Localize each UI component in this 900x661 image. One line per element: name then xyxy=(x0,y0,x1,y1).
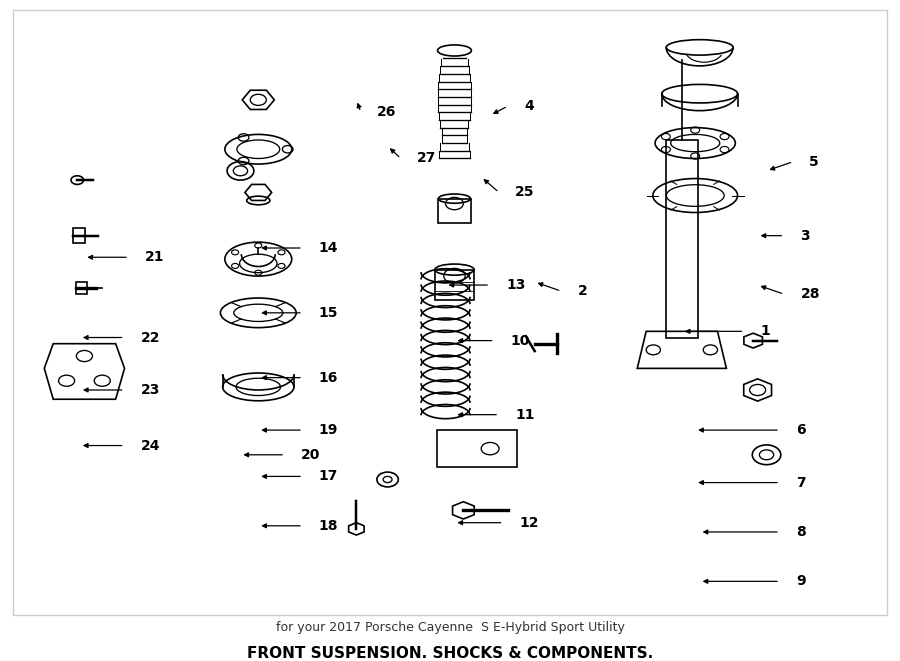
Text: 11: 11 xyxy=(515,408,535,422)
Text: 12: 12 xyxy=(519,516,539,529)
Text: 16: 16 xyxy=(319,371,338,385)
Text: 27: 27 xyxy=(417,151,436,165)
Text: 21: 21 xyxy=(145,251,165,264)
Text: 15: 15 xyxy=(319,306,338,320)
Text: 3: 3 xyxy=(800,229,810,243)
Bar xyxy=(435,270,474,301)
Text: 10: 10 xyxy=(510,334,530,348)
Bar xyxy=(666,140,698,338)
Text: 9: 9 xyxy=(796,574,806,588)
Text: 20: 20 xyxy=(302,447,320,462)
Text: 13: 13 xyxy=(506,278,526,292)
Text: 17: 17 xyxy=(319,469,338,483)
Text: 14: 14 xyxy=(319,241,338,255)
Text: 22: 22 xyxy=(140,330,160,344)
Text: 6: 6 xyxy=(796,423,806,437)
Text: 25: 25 xyxy=(515,186,535,200)
Bar xyxy=(436,430,517,467)
Text: 23: 23 xyxy=(140,383,160,397)
Text: 2: 2 xyxy=(578,284,588,298)
Text: 7: 7 xyxy=(796,475,806,490)
Text: 1: 1 xyxy=(760,325,770,338)
Text: FRONT SUSPENSION. SHOCKS & COMPONENTS.: FRONT SUSPENSION. SHOCKS & COMPONENTS. xyxy=(247,646,653,661)
Text: 26: 26 xyxy=(377,105,396,119)
Bar xyxy=(438,198,471,223)
Text: 5: 5 xyxy=(809,155,819,169)
Text: 24: 24 xyxy=(140,438,160,453)
Text: 8: 8 xyxy=(796,525,806,539)
Text: for your 2017 Porsche Cayenne  S E-Hybrid Sport Utility: for your 2017 Porsche Cayenne S E-Hybrid… xyxy=(275,621,625,635)
Text: 28: 28 xyxy=(800,288,820,301)
Text: 4: 4 xyxy=(524,99,534,113)
Text: 18: 18 xyxy=(319,519,338,533)
Text: 19: 19 xyxy=(319,423,338,437)
